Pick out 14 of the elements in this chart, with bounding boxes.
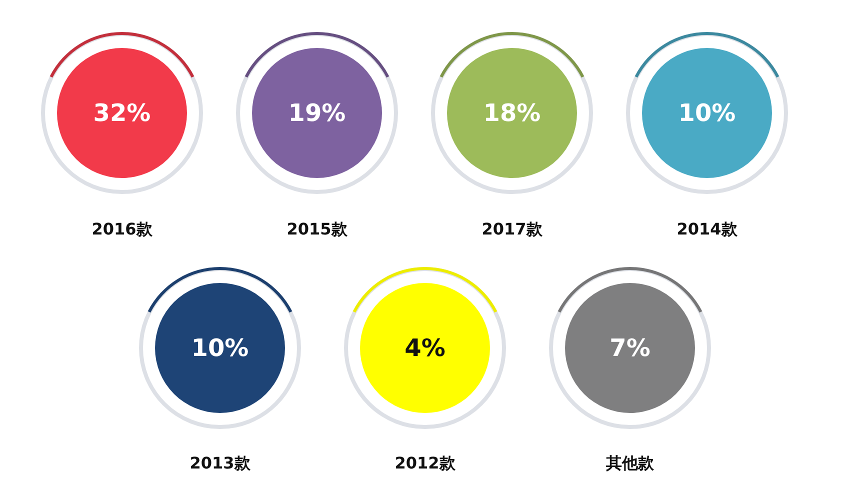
- category-label: 2012款: [394, 454, 456, 472]
- data-label: 4%: [404, 334, 446, 362]
- data-label: 10%: [191, 334, 249, 362]
- data-label: 32%: [93, 99, 151, 127]
- category-label: 2016款: [92, 220, 154, 238]
- category-label: 其他款: [605, 454, 655, 472]
- category-label: 2015款: [286, 220, 348, 238]
- category-label: 2017款: [482, 220, 544, 238]
- category-label: 2014款: [676, 220, 738, 238]
- data-label: 19%: [288, 99, 346, 127]
- data-label: 7%: [610, 334, 650, 362]
- data-label: 18%: [483, 99, 541, 127]
- category-label: 2013款: [190, 454, 252, 472]
- data-label: 10%: [678, 99, 736, 127]
